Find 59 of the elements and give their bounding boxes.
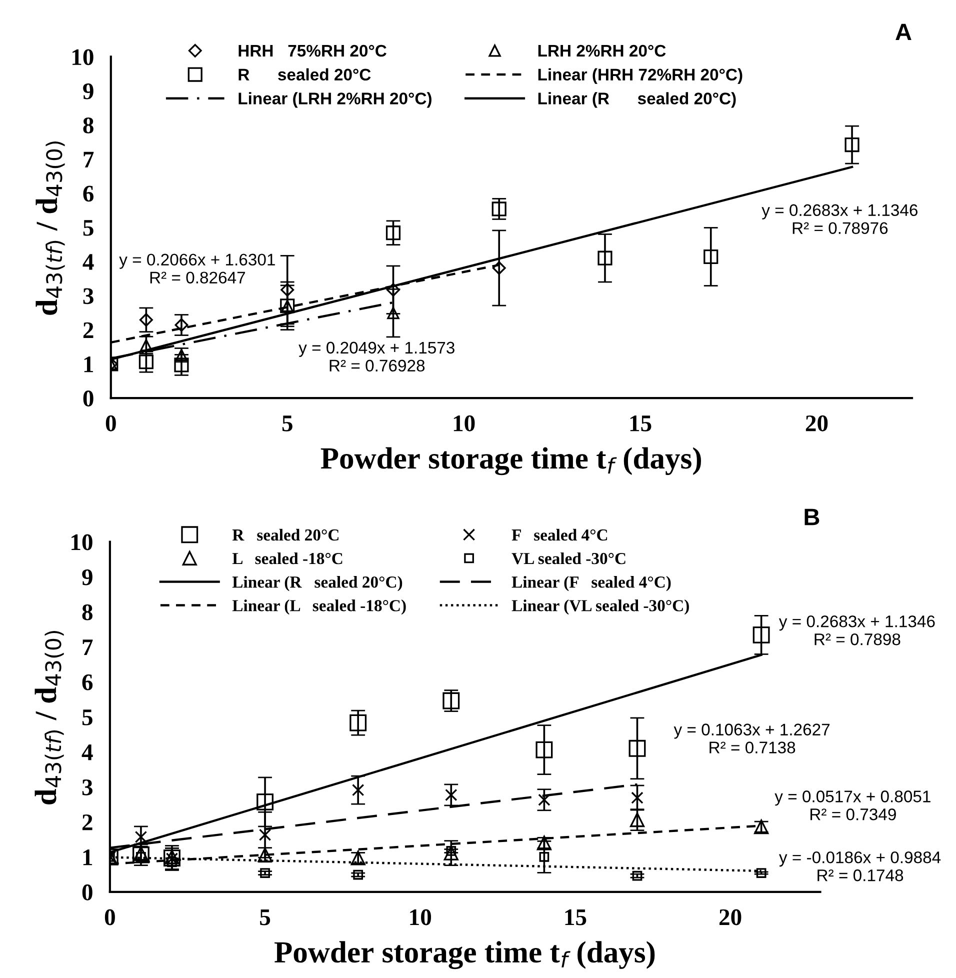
legend-label: VL sealed -30°C bbox=[512, 552, 626, 564]
y-tick-label: 8 bbox=[83, 117, 94, 134]
x-axis-title: Powder storage time t$_{f}$ (days) bbox=[274, 941, 655, 970]
x-tick-label: 15 bbox=[630, 416, 652, 432]
y-tick-label: 9 bbox=[83, 83, 94, 100]
x-tick-label: 15 bbox=[565, 909, 586, 926]
x-tick-label: 10 bbox=[410, 909, 432, 926]
legend-label: Linear (HRH 72%RH 20°C) bbox=[538, 68, 742, 84]
annotation: y = 0.0517x + 0.8051 R² = 0.7349 bbox=[774, 790, 930, 820]
y-tick-label: 5 bbox=[83, 220, 94, 236]
x-tick-label: 20 bbox=[719, 909, 742, 926]
legend-label: Linear (LRH 2%RH 20°C) bbox=[238, 92, 432, 108]
y-tick-label: 5 bbox=[82, 710, 92, 726]
y-tick-label: 4 bbox=[82, 744, 93, 760]
x-tick-label: 0 bbox=[104, 909, 115, 926]
y-tick-label: 6 bbox=[82, 674, 93, 690]
chart-title: B bbox=[804, 508, 820, 526]
legend-label: R sealed 20°C bbox=[232, 528, 338, 541]
legend-label: Linear (F sealed 4°C) bbox=[512, 576, 671, 592]
legend-label: F sealed 4°C bbox=[512, 528, 608, 541]
y-tick-label: 3 bbox=[82, 779, 92, 796]
annotation: y = 0.2049x + 1.1573 R² = 0.76928 bbox=[298, 342, 454, 372]
y-tick-label: 9 bbox=[82, 569, 92, 586]
legend-label: Linear (VL sealed -30°C) bbox=[512, 600, 689, 615]
y-tick-label: 4 bbox=[82, 254, 94, 270]
y-tick-label: 6 bbox=[83, 186, 94, 202]
annotation: y = -0.0186x + 0.9884 R² = 0.1748 bbox=[778, 851, 941, 882]
y-tick-label: 10 bbox=[72, 49, 94, 66]
legend-label: Linear (L sealed -18°C) bbox=[232, 600, 406, 615]
y-axis-title: d$_{43(tf)}$ / d$_{43(0)}$ bbox=[34, 630, 64, 804]
legend-label: LRH 2%RH 20°C bbox=[538, 44, 666, 57]
legend-label: R sealed 20°C bbox=[238, 68, 371, 81]
y-tick-label: 2 bbox=[83, 322, 94, 338]
legend-label: L sealed -18°C bbox=[232, 552, 342, 564]
legend-label: Linear (R sealed 20°C) bbox=[232, 576, 402, 592]
chart-title: A bbox=[896, 24, 912, 40]
y-tick-label: 7 bbox=[82, 640, 93, 656]
y-axis-title: d$_{43(tf)}$ / d$_{43(0)}$ bbox=[36, 141, 65, 315]
legend-label: Linear (R sealed 20°C) bbox=[538, 92, 736, 108]
legend-label: HRH 75%RH 20°C bbox=[238, 44, 386, 57]
x-axis-title: Powder storage time t$_{f}$ (days) bbox=[320, 447, 701, 476]
y-tick-label: 0 bbox=[82, 884, 92, 900]
y-tick-label: 7 bbox=[84, 152, 94, 168]
annotation: y = 0.2683x + 1.1346 R² = 0.7898 bbox=[778, 615, 935, 646]
annotation: y = 0.1063x + 1.2627 R² = 0.7138 bbox=[674, 724, 830, 754]
y-tick-label: 1 bbox=[84, 356, 94, 372]
y-tick-label: 3 bbox=[83, 288, 94, 304]
x-tick-label: 10 bbox=[454, 415, 475, 432]
x-tick-label: 20 bbox=[806, 415, 828, 432]
annotation: y = 0.2066x + 1.6301 R² = 0.82647 bbox=[119, 254, 275, 284]
x-tick-label: 5 bbox=[260, 910, 270, 926]
y-tick-label: 2 bbox=[82, 814, 92, 830]
y-tick-label: 0 bbox=[83, 390, 94, 406]
annotation: y = 0.2683x + 1.1346 R² = 0.78976 bbox=[762, 204, 918, 234]
y-tick-label: 10 bbox=[72, 534, 92, 550]
y-tick-label: 8 bbox=[82, 604, 92, 620]
x-tick-label: 5 bbox=[282, 416, 292, 432]
x-tick-label: 0 bbox=[106, 415, 116, 432]
y-tick-label: 1 bbox=[83, 850, 92, 866]
